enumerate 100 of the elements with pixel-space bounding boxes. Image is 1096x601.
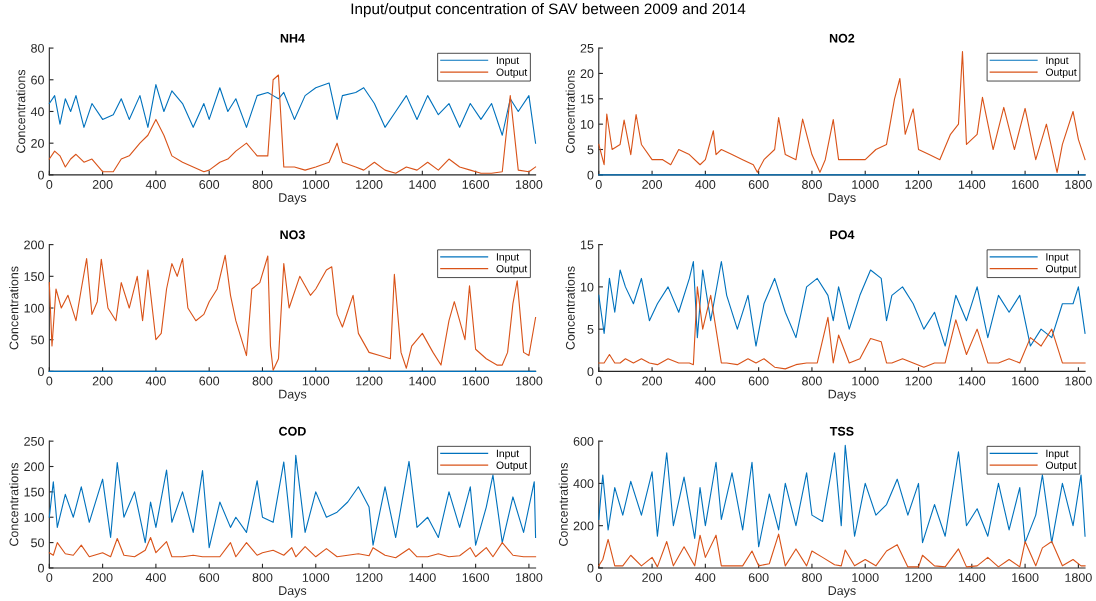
legend-label: Output [1045,461,1077,471]
chart-title: NH4 [280,33,305,43]
line-series [48,536,537,559]
y-tick-label: 5 [587,145,594,155]
x-tick-label: 1400 [409,573,436,582]
x-tick-label: 1800 [1065,573,1092,582]
y-tick-label: 80 [31,43,44,53]
x-tick-label: 600 [199,376,220,386]
x-tick-label: 600 [748,573,769,582]
legend-label: Output [496,461,528,471]
x-tick-label: 1800 [515,180,543,189]
x-tick-label: 1800 [515,376,543,386]
x-tick-label: 800 [802,376,822,386]
x-axis-title: Days [279,586,307,598]
y-tick-label: 400 [573,479,594,489]
y-tick-label: 0 [587,367,594,377]
x-tick-label: 1600 [462,180,490,189]
y-tick-label: 5 [587,325,594,334]
line-series [598,51,1086,173]
x-tick-label: 1400 [958,376,986,386]
y-tick-label: 250 [24,436,44,446]
x-axis-title: Days [828,586,856,598]
x-tick-label: 600 [199,180,220,189]
x-tick-label: 400 [695,573,716,582]
chart-title: NO2 [829,33,855,43]
x-tick-label: 1200 [356,573,383,582]
y-tick-label: 0 [587,563,594,573]
y-tick-label: 0 [38,563,44,573]
y-tick-label: 150 [24,272,44,281]
x-tick-label: 1000 [302,376,330,386]
chart-subtitle: Input/output concentration of SAV between 2009 and 2014 [351,3,746,18]
x-tick-label: 200 [642,573,663,582]
y-tick-label: 15 [580,94,594,104]
x-tick-label: 1400 [409,180,436,189]
x-tick-label: 1200 [905,376,932,386]
legend-label: Input [496,449,520,460]
x-tick-label: 200 [92,180,113,189]
x-tick-label: 1600 [462,573,490,582]
x-tick-label: 800 [252,376,273,386]
y-tick-label: 20 [31,138,44,148]
legend-label: Output [496,68,528,78]
x-tick-label: 0 [595,180,602,189]
y-tick-label: 100 [24,303,44,313]
x-tick-label: 0 [595,376,602,386]
y-tick-label: 600 [573,436,594,446]
x-tick-label: 200 [92,573,113,582]
x-tick-label: 400 [695,180,716,189]
y-axis-title: Concentrations [565,69,575,153]
y-axis-title: Concentrations [558,462,568,546]
x-tick-label: 1600 [1012,573,1039,582]
x-tick-label: 0 [46,180,53,189]
y-axis-title: Concentrations [16,69,26,153]
x-tick-label: 0 [595,573,602,582]
x-tick-label: 800 [802,180,822,189]
y-axis-title: Concentrations [565,266,575,350]
x-tick-label: 1800 [515,573,543,582]
x-tick-label: 1200 [905,180,932,189]
x-tick-label: 800 [252,180,273,189]
legend-label: Input [496,253,520,263]
x-axis-title: Days [828,389,856,401]
x-tick-label: 1400 [409,376,436,386]
y-tick-label: 200 [24,462,44,472]
x-tick-label: 600 [748,376,769,386]
line-series [598,444,1086,548]
x-tick-label: 1800 [1065,376,1092,386]
x-tick-label: 1800 [1065,180,1092,189]
x-tick-label: 1200 [356,180,383,189]
x-tick-label: 800 [802,573,822,582]
x-tick-label: 400 [695,376,716,386]
y-axis-title: Concentrations [9,266,19,350]
y-tick-label: 10 [580,282,594,292]
x-tick-label: 400 [145,180,166,189]
x-tick-label: 0 [46,573,53,582]
chart-title: PO4 [830,230,855,240]
x-tick-label: 200 [92,376,113,386]
x-tick-label: 1400 [958,180,986,189]
y-tick-label: 0 [38,367,44,377]
chart-title: NO3 [280,230,305,240]
y-tick-label: 60 [31,75,44,85]
x-tick-label: 400 [145,376,166,386]
legend-label: Input [1046,449,1069,460]
legend-label: Input [496,56,520,67]
y-tick-label: 0 [587,170,594,180]
x-tick-label: 600 [199,573,220,582]
x-tick-label: 1000 [852,376,879,386]
x-tick-label: 800 [252,573,273,582]
x-tick-label: 200 [642,376,663,386]
chart-title: TSS [829,426,854,436]
legend-label: Input [1046,253,1069,263]
x-tick-label: 1000 [302,180,330,189]
x-axis-title: Days [279,389,307,401]
y-tick-label: 40 [30,107,44,117]
y-tick-label: 50 [31,335,44,345]
x-tick-label: 1600 [462,376,490,386]
x-tick-label: 0 [46,376,53,386]
legend-label: Output [1045,265,1077,275]
legend-label: Output [496,265,528,275]
x-tick-label: 1600 [1012,376,1039,386]
y-tick-label: 200 [573,521,594,531]
y-tick-label: 50 [31,538,44,548]
